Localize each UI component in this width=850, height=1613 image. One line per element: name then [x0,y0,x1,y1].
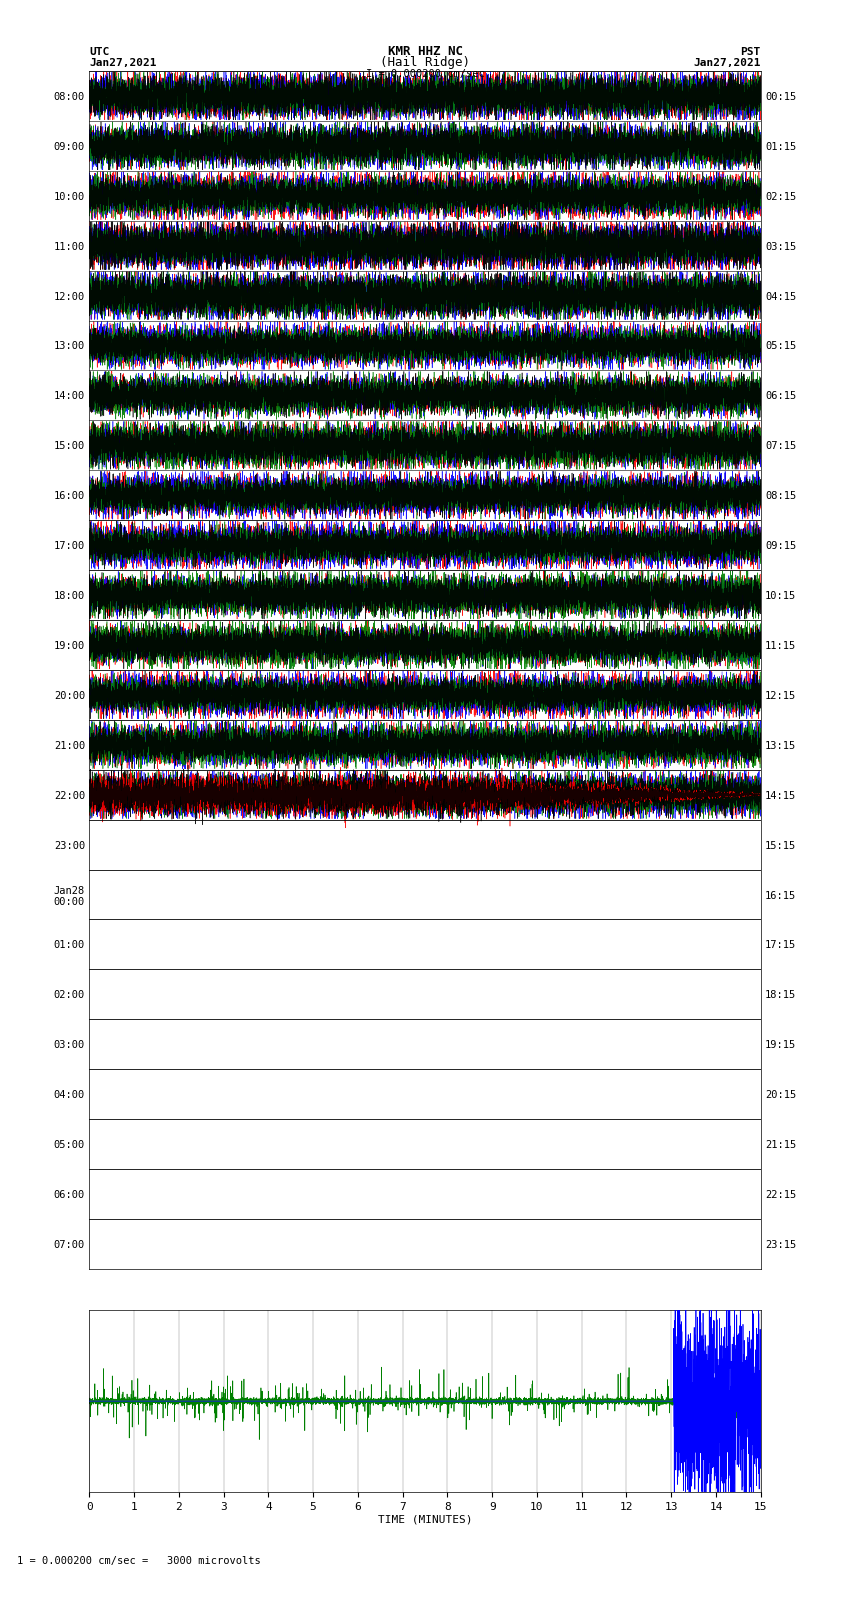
Text: 1 = 0.000200 cm/sec =   3000 microvolts: 1 = 0.000200 cm/sec = 3000 microvolts [17,1557,261,1566]
Text: Jan27,2021: Jan27,2021 [694,58,761,68]
Text: Jan27,2021: Jan27,2021 [89,58,156,68]
Text: (Hail Ridge): (Hail Ridge) [380,56,470,69]
Text: I = 0.000200 cm/sec: I = 0.000200 cm/sec [366,69,484,79]
Text: UTC: UTC [89,47,110,56]
Text: KMR HHZ NC: KMR HHZ NC [388,45,462,58]
X-axis label: TIME (MINUTES): TIME (MINUTES) [377,1515,473,1524]
Text: PST: PST [740,47,761,56]
